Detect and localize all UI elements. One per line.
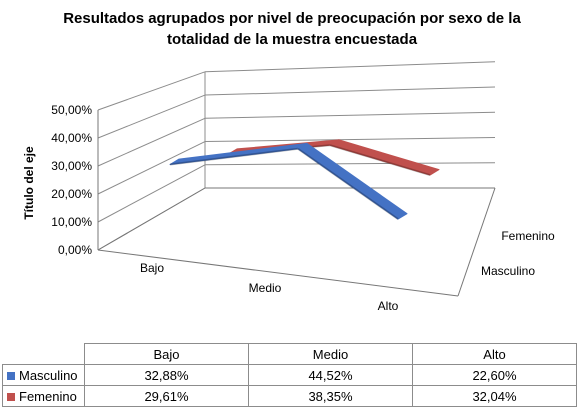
data-table-corner bbox=[2, 343, 85, 365]
gridline-back-wall bbox=[204, 137, 496, 143]
data-table-row-femenino: Femenino 29,61% 38,35% 32,04% bbox=[2, 385, 577, 407]
z-tick-label: Masculino bbox=[481, 264, 535, 278]
data-table-row-masculino: Masculino 32,88% 44,52% 22,60% bbox=[2, 364, 577, 386]
data-table: Bajo Medio Alto Masculino 32,88% 44,52% … bbox=[2, 343, 577, 407]
x-tick-label: Alto bbox=[378, 299, 399, 313]
gridline-left-wall bbox=[97, 141, 206, 195]
series-ribbon-edge bbox=[169, 147, 299, 166]
data-table-cell: 32,88% bbox=[84, 364, 249, 386]
y-tick-label: 10,00% bbox=[51, 215, 92, 229]
gridline-back-wall bbox=[204, 162, 496, 166]
data-table-cell: 22,60% bbox=[412, 364, 577, 386]
series-ribbon-masculino bbox=[297, 142, 408, 220]
data-table-row-label: Masculino bbox=[2, 364, 85, 386]
gridline-back-wall bbox=[204, 61, 496, 73]
series-ribbons bbox=[169, 139, 440, 220]
y-tick-label: 50,00% bbox=[51, 103, 92, 117]
y-axis-title: Título del eje bbox=[22, 146, 36, 220]
data-table-cell: 32,04% bbox=[412, 385, 577, 407]
gridline-left-wall bbox=[97, 94, 206, 139]
gridline-back-wall bbox=[204, 111, 496, 119]
x-tick-label: Medio bbox=[249, 281, 282, 295]
z-tick-label: Femenino bbox=[501, 229, 555, 243]
series-name-masculino: Masculino bbox=[19, 367, 78, 383]
tick-labels: 0,00% 10,00% 20,00% 30,00% 40,00% 50,00% Bajo M… bbox=[51, 103, 555, 313]
chart-title-line-2: totalidad de la muestra encuestada bbox=[167, 31, 418, 48]
gridlines bbox=[97, 61, 496, 297]
gridline-left-wall bbox=[97, 117, 206, 167]
series-name-femenino: Femenino bbox=[19, 388, 77, 404]
gridline-left-wall bbox=[97, 71, 206, 111]
data-table-row-label: Femenino bbox=[2, 385, 85, 407]
y-tick-label: 30,00% bbox=[51, 159, 92, 173]
chart-title-line-1: Resultados agrupados por nivel de preocu… bbox=[63, 10, 521, 27]
data-table-cell: 44,52% bbox=[248, 364, 413, 386]
y-tick-label: 40,00% bbox=[51, 131, 92, 145]
floor-right-edge bbox=[457, 187, 496, 297]
gridline-back-wall bbox=[204, 86, 496, 96]
x-tick-label: Bajo bbox=[140, 261, 164, 275]
y-tick-label: 0,00% bbox=[58, 243, 92, 257]
series-ribbon-edge bbox=[329, 144, 431, 176]
data-table-header-alto: Alto bbox=[412, 343, 577, 365]
data-table-header-bajo: Bajo bbox=[84, 343, 249, 365]
floor-left-edge bbox=[97, 187, 206, 251]
series-ribbon-edge bbox=[297, 147, 399, 220]
data-table-header-row: Bajo Medio Alto bbox=[2, 343, 577, 365]
y-tick-label: 20,00% bbox=[51, 187, 92, 201]
gridline-left-wall bbox=[97, 164, 206, 223]
data-table-cell: 38,35% bbox=[248, 385, 413, 407]
legend-swatch-femenino bbox=[7, 392, 15, 401]
series-ribbon-femenino bbox=[329, 139, 440, 176]
data-table-header-medio: Medio bbox=[248, 343, 413, 365]
floor-front-edge bbox=[97, 249, 459, 297]
legend-swatch-masculino bbox=[7, 371, 15, 380]
data-table-cell: 29,61% bbox=[84, 385, 249, 407]
